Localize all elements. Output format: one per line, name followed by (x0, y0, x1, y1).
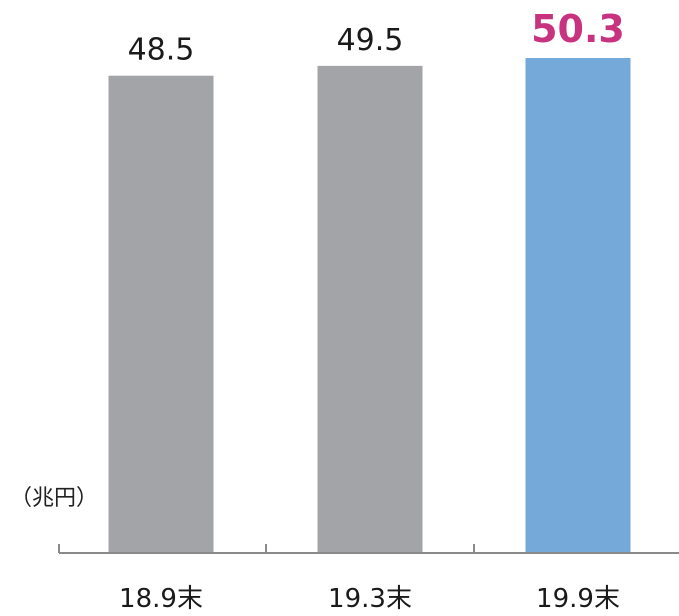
bar-2 (317, 65, 423, 553)
bar-1 (108, 75, 214, 553)
bar-3 (525, 58, 631, 553)
bars-layer (108, 58, 631, 553)
value-label-3: 50.3 (531, 7, 625, 51)
category-label-1: 18.9末 (119, 584, 203, 614)
value-labels-layer: 48.5 49.5 50.3 (128, 7, 625, 68)
value-label-2: 49.5 (337, 23, 404, 58)
category-labels-layer: 18.9末 19.3末 19.9末 (119, 584, 620, 614)
category-label-3: 19.9末 (536, 584, 620, 614)
value-label-1: 48.5 (128, 33, 195, 68)
category-label-2: 19.3末 (328, 584, 412, 614)
unit-label: （兆円） (10, 486, 99, 511)
x-axis-ticks (58, 544, 475, 553)
